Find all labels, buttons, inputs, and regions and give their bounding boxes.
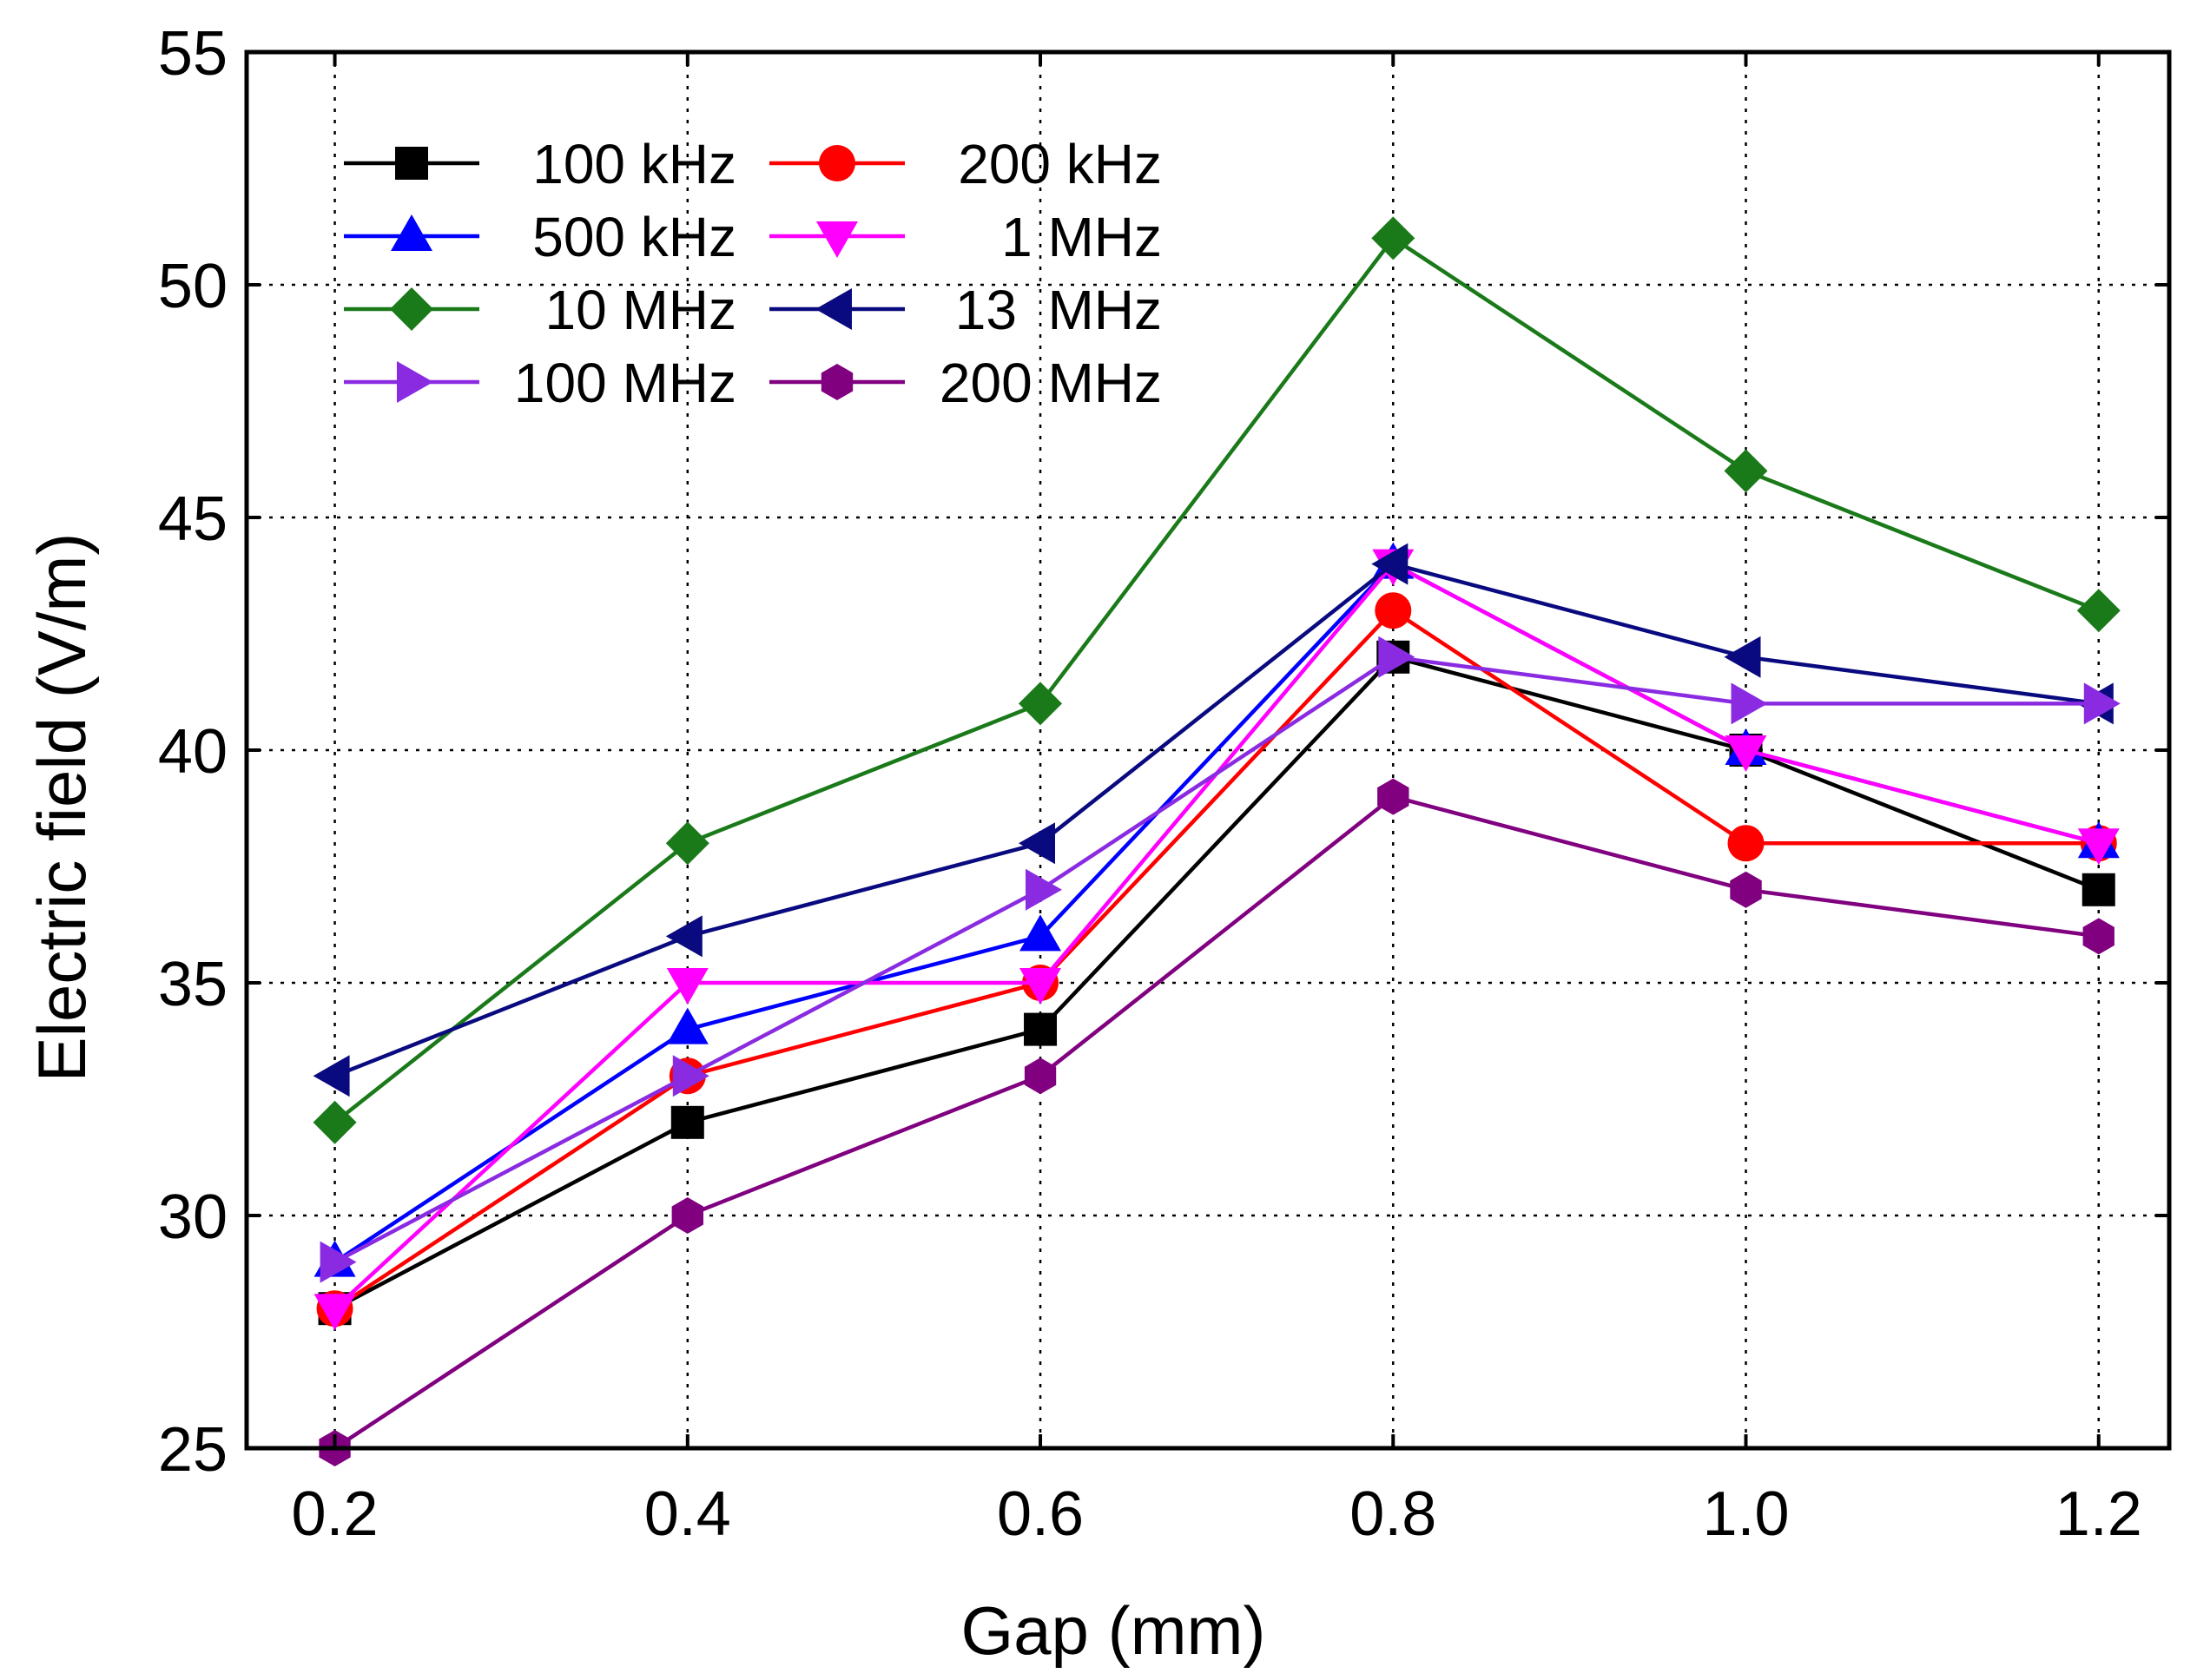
legend-marker [397,361,433,403]
data-point [1024,1057,1057,1095]
legend-marker [815,288,852,330]
y-tick-labels: 25 30 35 40 45 50 55 [158,19,228,1485]
y-tick-label: 50 [158,252,228,321]
data-point [665,821,709,866]
y-tick-label: 55 [158,19,228,89]
legend-entry: 200 kHz [769,133,1162,195]
legend-label: 1 MHz [1001,206,1162,268]
legend-entry: 1 MHz [769,206,1162,268]
data-point [2077,828,2120,866]
legend-label: 100 kHz [532,133,736,195]
data-point [1019,914,1061,952]
data-point [320,1241,357,1283]
series-100-mhz [320,636,2121,1283]
legend-entry: 100 kHz [344,133,736,195]
x-tick-label: 1.0 [1702,1479,1789,1549]
data-point [2082,873,2115,906]
y-tick-label: 30 [158,1183,228,1252]
legend-label: 200 MHz [940,352,1162,414]
data-point [1375,592,1412,629]
data-point [1019,968,1061,1005]
x-tick-label: 0.8 [1349,1479,1436,1549]
legend-entry: 10 MHz [344,279,736,341]
series-line [333,608,2099,1311]
x-tick-label: 0.2 [292,1479,379,1549]
series-10-mhz [313,216,2121,1144]
legend-entry: 200 MHz [769,352,1162,414]
data-point [313,1294,356,1331]
data-point [1731,682,1768,725]
series-line [333,562,2100,1078]
legend-marker [816,221,858,258]
series-line [333,794,2100,1450]
legend-marker [390,287,433,331]
data-point [1724,449,1768,493]
data-point [671,1197,703,1234]
data-point [666,968,709,1005]
series-13-mhz [313,543,2114,1097]
data-point [1725,735,1767,772]
legend-label: 10 MHz [545,279,737,341]
axis-ticks [247,50,2169,1450]
data-point [1724,636,1761,678]
data-point [2076,589,2121,633]
x-tick-label: 0.4 [644,1479,731,1549]
data-point [665,915,703,958]
data-point [1371,543,1409,585]
legend-entry: 500 kHz [344,206,736,268]
legend-marker [819,145,855,181]
legend-marker [821,364,854,400]
legend: 100 kHz 200 kHz 500 kHz 1 MHz 10 MHz 13 MHz 10… [344,133,1162,414]
data-point [672,1055,709,1097]
series-1-mhz [313,549,2120,1331]
x-tick-label: 1.2 [2055,1479,2142,1549]
legend-label: 100 MHz [514,352,736,414]
y-tick-label: 25 [158,1415,228,1485]
data-point [313,1100,357,1144]
legend-marker [395,147,428,180]
data-point [1024,1012,1058,1046]
legend-label: 500 kHz [532,206,736,268]
data-point [1730,871,1762,908]
legend-entry: 100 MHz [344,352,736,414]
series-500-khz [313,542,2120,1277]
series-line [333,655,2099,1264]
series-200-mhz [319,778,2115,1466]
data-point [1727,825,1765,862]
data-point [1026,868,1062,911]
data-point [1019,682,1062,726]
data-point [666,1007,709,1044]
y-axis-title: Electric field (V/m) [23,533,100,1083]
series-line [333,236,2100,1124]
y-tick-label: 40 [158,717,228,787]
y-tick-label: 45 [158,484,228,554]
data-point [2082,918,2115,955]
data-point [1371,216,1415,260]
legend-label: 200 kHz [958,133,1162,195]
data-point [670,1105,704,1139]
data-point [1019,822,1055,865]
y-tick-label: 35 [158,950,228,1019]
legend-label: 13 MHz [955,279,1162,341]
data-point [313,1055,350,1097]
data-point [2083,682,2121,725]
data-point [1377,778,1409,815]
data-point [1378,636,1415,678]
legend-entry: 13 MHz [769,279,1162,341]
x-tick-label: 0.6 [997,1479,1084,1549]
series-line [333,655,2100,1311]
x-tick-labels: 0.2 0.4 0.6 0.8 1.0 1.2 [292,1479,2142,1549]
legend-marker [391,214,432,251]
series-layer [313,216,2121,1466]
x-axis-title: Gap (mm) [961,1592,1266,1669]
